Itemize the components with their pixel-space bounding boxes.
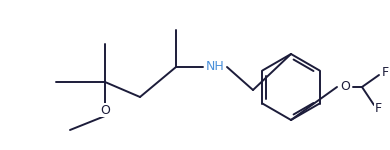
Text: F: F <box>381 66 388 78</box>
Text: O: O <box>340 81 350 93</box>
Text: F: F <box>374 102 381 114</box>
Text: O: O <box>100 103 110 117</box>
Text: NH: NH <box>206 60 224 74</box>
